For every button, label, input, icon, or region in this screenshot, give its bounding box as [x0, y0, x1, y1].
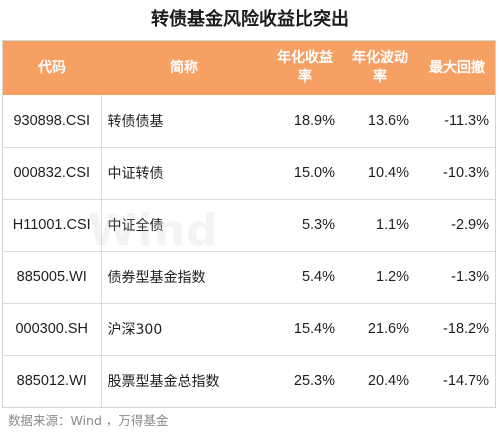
header-annual-volatility: 年化波动率: [352, 50, 408, 85]
cell-code: H11001.CSI: [3, 199, 102, 251]
cell-volatility: 10.4%: [367, 165, 409, 181]
data-source-note: 数据来源：Wind ，万得基金: [8, 413, 169, 428]
table-row: H11001.CSI 中证全债 5.3% 1.1% -2.9%: [3, 199, 495, 251]
cell-return: 25.3%: [293, 373, 335, 390]
cell-code: 930898.CSI: [3, 95, 102, 147]
cell-code: 000300.SH: [3, 303, 102, 355]
cell-name: 转债债基: [107, 113, 164, 130]
cell-drawdown: -14.7%: [443, 373, 489, 390]
cell-return: 5.4%: [301, 269, 335, 285]
cell-volatility: 1.2%: [375, 269, 409, 285]
header-annual-return: 年化收益率: [277, 50, 333, 85]
header-name: 简称: [170, 59, 198, 76]
data-table-container: 代码 简称 年化收益率 年化波动率 最大回撤 930898.CSI 转债债基 1…: [2, 40, 496, 408]
cell-name: 沪深300: [107, 322, 163, 338]
cell-name: 债券型基金指数: [107, 270, 206, 286]
cell-return: 15.0%: [293, 165, 335, 181]
cell-code: 885012.WI: [3, 355, 102, 407]
cell-return: 15.4%: [293, 321, 335, 337]
table-row: 885005.WI 债券型基金指数 5.4% 1.2% -1.3%: [3, 251, 495, 303]
table-row: 885012.WI 股票型基金总指数 25.3% 20.4% -14.7%: [3, 355, 495, 407]
cell-volatility: 13.6%: [367, 112, 409, 129]
table-row: 930898.CSI 转债债基 18.9% 13.6% -11.3%: [3, 95, 495, 147]
cell-volatility: 20.4%: [367, 373, 409, 390]
cell-drawdown: -1.3%: [451, 269, 489, 285]
cell-name: 中证转债: [107, 166, 164, 182]
table-header-row: 代码 简称 年化收益率 年化波动率 最大回撤: [3, 41, 495, 95]
cell-name: 股票型基金总指数: [107, 374, 220, 391]
header-code: 代码: [38, 59, 66, 76]
cell-return: 18.9%: [293, 112, 335, 129]
table-row: 000832.CSI 中证转债 15.0% 10.4% -10.3%: [3, 147, 495, 199]
cell-code: 885005.WI: [3, 251, 102, 303]
cell-drawdown: -18.2%: [443, 321, 489, 337]
risk-return-table: 代码 简称 年化收益率 年化波动率 最大回撤 930898.CSI 转债债基 1…: [3, 41, 495, 407]
cell-volatility: 1.1%: [375, 217, 409, 233]
cell-drawdown: -10.3%: [443, 165, 489, 181]
header-max-drawdown: 最大回撤: [429, 59, 485, 76]
cell-drawdown: -11.3%: [444, 112, 489, 129]
cell-code: 000832.CSI: [3, 147, 102, 199]
cell-drawdown: -2.9%: [451, 217, 489, 233]
cell-volatility: 21.6%: [367, 321, 409, 337]
cell-name: 中证全债: [107, 218, 164, 234]
page-title: 转债基金风险收益比突出: [151, 9, 349, 30]
cell-return: 5.3%: [301, 217, 335, 233]
table-row: 000300.SH 沪深300 15.4% 21.6% -18.2%: [3, 303, 495, 355]
